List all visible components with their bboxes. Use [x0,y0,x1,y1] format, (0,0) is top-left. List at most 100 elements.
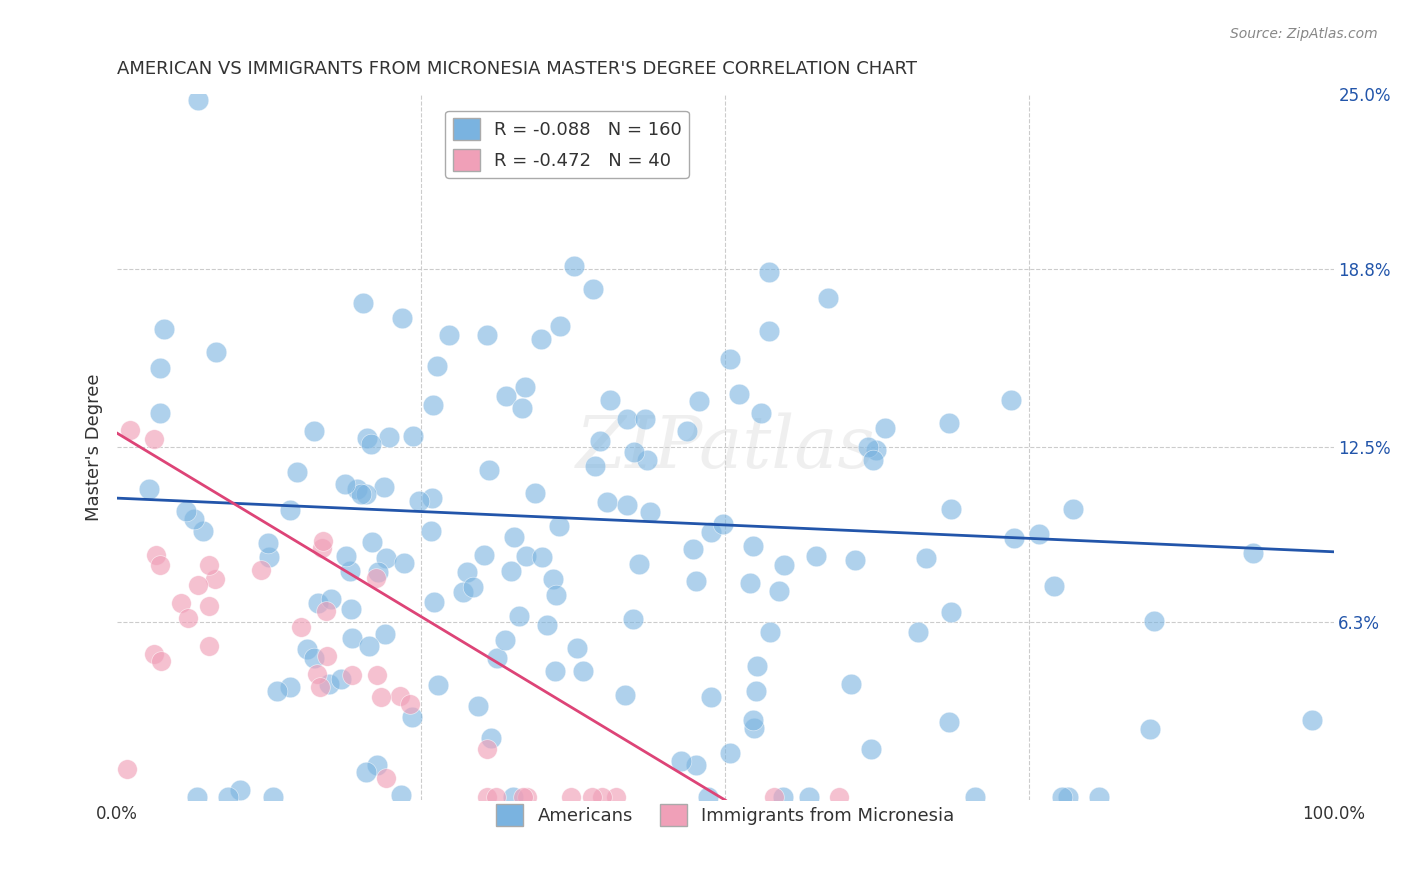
Point [475,328,498,343]
Point [359,639,381,653]
Point [817,291,839,305]
Point [370,690,392,705]
Point [938,416,960,430]
Point [420,524,443,538]
Point [350,487,373,501]
Point [399,697,422,711]
Point [256,536,278,550]
Point [340,602,363,616]
Point [605,790,627,805]
Point [806,549,828,563]
Point [186,790,208,805]
Point [335,549,357,563]
Point [636,452,658,467]
Point [740,576,762,591]
Point [461,580,484,594]
Point [1088,790,1111,805]
Point [565,640,588,655]
Point [315,604,337,618]
Point [290,620,312,634]
Point [1043,579,1066,593]
Point [495,389,517,403]
Point [346,483,368,497]
Point [508,608,530,623]
Point [627,558,650,572]
Point [503,530,526,544]
Point [479,731,502,745]
Point [352,295,374,310]
Point [844,553,866,567]
Point [198,639,221,653]
Point [742,539,765,553]
Point [768,583,790,598]
Point [153,322,176,336]
Point [682,542,704,557]
Point [581,282,603,296]
Point [456,566,478,580]
Point [204,572,226,586]
Point [941,605,963,619]
Point [634,411,657,425]
Point [548,518,571,533]
Point [309,680,332,694]
Point [728,387,751,401]
Point [307,597,329,611]
Point [623,445,645,459]
Point [366,758,388,772]
Point [437,327,460,342]
Point [191,524,214,538]
Point [512,790,534,805]
Point [749,407,772,421]
Text: AMERICAN VS IMMIGRANTS FROM MICRONESIA MASTER'S DEGREE CORRELATION CHART: AMERICAN VS IMMIGRANTS FROM MICRONESIA M… [117,60,917,78]
Point [228,783,250,797]
Point [616,498,638,512]
Point [502,790,524,805]
Point [742,721,765,735]
Point [697,790,720,805]
Point [515,790,537,805]
Point [427,678,450,692]
Point [773,558,796,572]
Point [510,401,533,415]
Point [174,504,197,518]
Point [340,668,363,682]
Point [546,588,568,602]
Point [1139,723,1161,737]
Point [614,688,637,702]
Point [1143,614,1166,628]
Point [675,424,697,438]
Point [1028,527,1050,541]
Point [477,742,499,756]
Point [143,647,166,661]
Point [420,491,443,505]
Text: ZIPatlas: ZIPatlas [575,412,875,483]
Point [616,412,638,426]
Point [375,772,398,786]
Point [262,790,284,805]
Point [285,465,308,479]
Point [907,625,929,640]
Point [685,574,707,588]
Point [544,665,567,679]
Point [198,599,221,613]
Point [187,578,209,592]
Point [711,516,734,531]
Point [389,788,412,802]
Point [562,259,585,273]
Point [938,714,960,729]
Point [311,541,333,556]
Point [360,437,382,451]
Point [524,486,547,500]
Point [249,563,271,577]
Point [316,648,339,663]
Point [875,420,897,434]
Point [1241,546,1264,560]
Point [389,689,412,703]
Point [560,790,582,805]
Point [394,557,416,571]
Point [718,351,741,366]
Point [543,572,565,586]
Point [472,549,495,563]
Point [402,428,425,442]
Point [758,324,780,338]
